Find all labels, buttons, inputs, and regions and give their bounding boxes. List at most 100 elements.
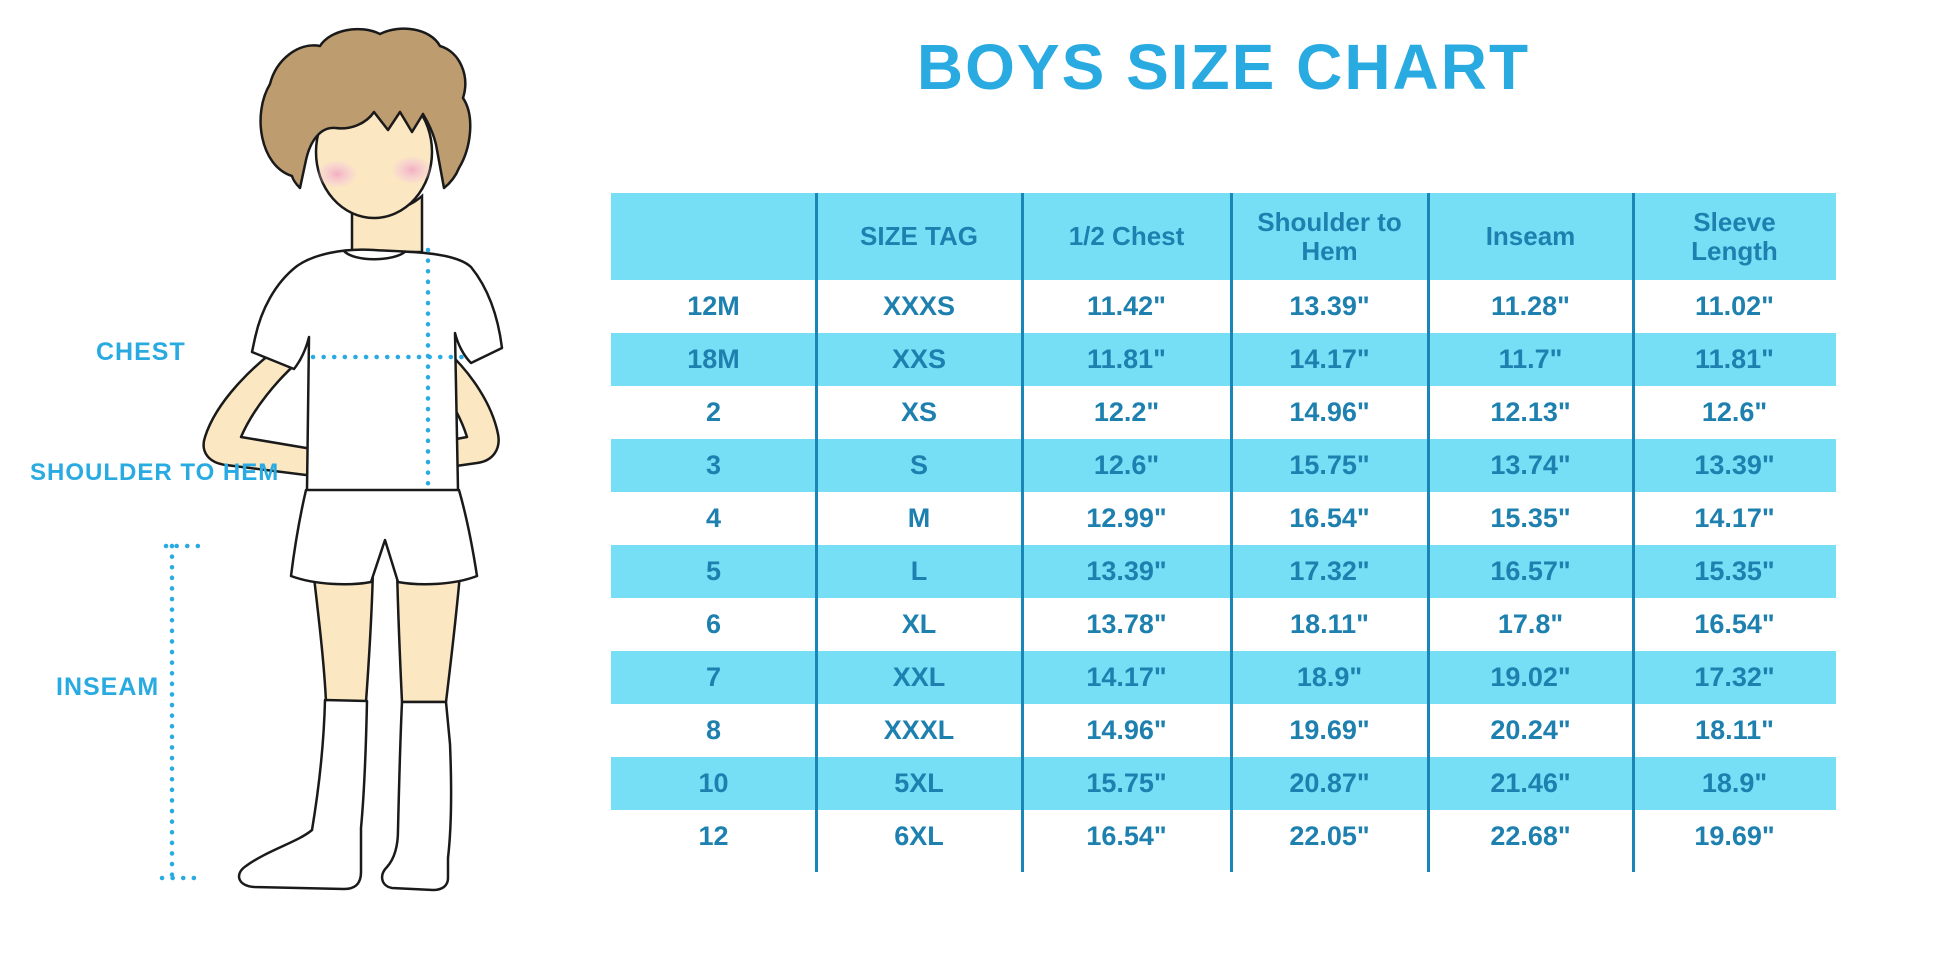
table-cell: 13.39" [1694, 449, 1775, 480]
table-cell: 2 [705, 396, 722, 427]
column-header: Shoulder to Hem [1257, 206, 1402, 266]
table-cell: 11.81" [1695, 343, 1774, 374]
table-cell: 18.9" [1296, 661, 1363, 692]
table-cell: 11.7" [1498, 343, 1563, 374]
column-divider [1427, 193, 1430, 872]
table-cell: 7 [705, 661, 722, 692]
table-row: 3 S 12.6" 15.75" 13.74" 13.39" [611, 439, 1836, 492]
table-row: 7 XXL 14.17" 18.9" 19.02" 17.32" [611, 651, 1836, 704]
table-cell: 15.75" [1086, 767, 1167, 798]
table-row: 12 6XL 16.54" 22.05" 22.68" 19.69" [611, 810, 1836, 863]
table-cell: 15.35" [1490, 502, 1571, 533]
table-cell: 17.8" [1497, 608, 1564, 639]
table-cell: 15.35" [1694, 555, 1775, 586]
table-cell: 13.74" [1490, 449, 1571, 480]
table-cell: S [909, 449, 928, 480]
column-header: Inseam [1485, 221, 1576, 252]
shoulder-to-hem-label: SHOULDER TO HEM [30, 459, 280, 486]
table-cell: XXXL [883, 714, 955, 745]
table-cell: XXL [892, 661, 946, 692]
boy-illustration [159, 27, 504, 892]
column-divider [1632, 193, 1635, 872]
boy-blush-left [317, 160, 357, 188]
table-cell: 12.99" [1086, 502, 1167, 533]
column-divider [815, 193, 818, 872]
table-row: 8 XXXL 14.96" 19.69" 20.24" 18.11" [611, 704, 1836, 757]
table-cell: 17.32" [1694, 661, 1775, 692]
table-cell: 12.13" [1490, 396, 1571, 427]
chest-label: CHEST [96, 338, 186, 366]
boy-socks [237, 698, 453, 892]
table-cell: XXS [891, 343, 947, 374]
table-row: 18M XXS 11.81" 14.17" 11.7" 11.81" [611, 333, 1836, 386]
table-row: 2 XS 12.2" 14.96" 12.13" 12.6" [611, 386, 1836, 439]
table-cell: 14.96" [1086, 714, 1167, 745]
table-row: 6 XL 13.78" 18.11" 17.8" 16.54" [611, 598, 1836, 651]
table-cell: 12 [698, 820, 729, 851]
table-cell: 6 [705, 608, 722, 639]
table-cell: 11.02" [1695, 290, 1774, 321]
table-cell: 11.42" [1087, 290, 1166, 321]
table-cell: 11.28" [1491, 290, 1570, 321]
table-cell: 17.32" [1289, 555, 1370, 586]
table-cell: XXXS [882, 290, 956, 321]
column-header: Sleeve Length [1691, 206, 1778, 266]
table-cell: 20.24" [1490, 714, 1571, 745]
inseam-label: INSEAM [56, 673, 160, 701]
table-cell: 14.96" [1289, 396, 1370, 427]
table-cell: 11.81" [1087, 343, 1166, 374]
table-cell: L [910, 555, 928, 586]
table-cell: 22.05" [1289, 820, 1370, 851]
table-cell: 5 [705, 555, 722, 586]
table-cell: 14.17" [1694, 502, 1775, 533]
table-cell: 19.69" [1694, 820, 1775, 851]
table-cell: 5XL [894, 767, 944, 798]
table-cell: 8 [705, 714, 722, 745]
table-cell: 16.54" [1694, 608, 1775, 639]
column-header [611, 193, 816, 280]
table-cell: 12M [687, 290, 740, 321]
table-cell: 3 [705, 449, 722, 480]
table-cell: 18.11" [1290, 608, 1369, 639]
table-cell: 12.6" [1093, 449, 1160, 480]
table-cell: 21.46" [1490, 767, 1571, 798]
table-cell: 12.2" [1093, 396, 1160, 427]
table-cell: 20.87" [1289, 767, 1370, 798]
table-cell: 13.39" [1289, 290, 1370, 321]
table-cell: 6XL [894, 820, 944, 851]
table-cell: 18.9" [1701, 767, 1768, 798]
table-cell: 16.54" [1086, 820, 1167, 851]
table-row: 10 5XL 15.75" 20.87" 21.46" 18.9" [611, 757, 1836, 810]
table-cell: 14.17" [1289, 343, 1370, 374]
table-cell: 13.39" [1086, 555, 1167, 586]
table-cell: XS [900, 396, 938, 427]
table-cell: 12.6" [1701, 396, 1768, 427]
page-title: BOYS SIZE CHART [916, 31, 1531, 103]
table-cell: 19.69" [1289, 714, 1370, 745]
table-cell: M [907, 502, 931, 533]
table-cell: 14.17" [1086, 661, 1167, 692]
table-cell: 4 [705, 502, 722, 533]
table-cell: 10 [698, 767, 729, 798]
table-cell: XL [901, 608, 937, 639]
table-cell: 22.68" [1490, 820, 1571, 851]
table-cell: 18M [687, 343, 740, 374]
table-cell: 13.78" [1086, 608, 1167, 639]
boy-shorts [289, 488, 479, 586]
table-cell: 15.75" [1289, 449, 1370, 480]
size-table: SIZE TAG 1/2 Chest Shoulder to Hem Inseam Sl… [611, 193, 1836, 872]
table-cell: 18.11" [1695, 714, 1774, 745]
table-cell: 19.02" [1490, 661, 1571, 692]
column-divider [1230, 193, 1233, 872]
boy-blush-right [392, 156, 432, 184]
table-row: 4 M 12.99" 16.54" 15.35" 14.17" [611, 492, 1836, 545]
column-header: 1/2 Chest [1068, 221, 1185, 252]
table-row: 12M XXXS 11.42" 13.39" 11.28" 11.02" [611, 280, 1836, 333]
column-header: SIZE TAG [860, 221, 978, 252]
table-cell: 16.54" [1289, 502, 1370, 533]
boy-legs [310, 558, 463, 704]
table-header-row: SIZE TAG 1/2 Chest Shoulder to Hem Inseam Sl… [611, 193, 1836, 280]
boy-hair [259, 27, 472, 190]
table-row: 5 L 13.39" 17.32" 16.57" 15.35" [611, 545, 1836, 598]
